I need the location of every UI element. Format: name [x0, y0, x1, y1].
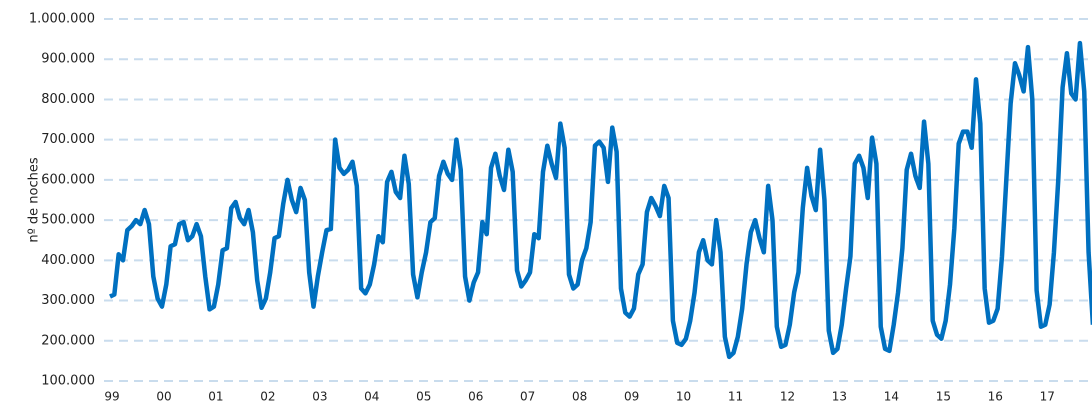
x-tick-label: 13 — [832, 390, 847, 404]
x-tick-label: 02 — [260, 390, 275, 404]
y-tick-label: 700.000 — [41, 132, 95, 147]
y-tick-label: 900.000 — [41, 52, 95, 67]
y-tick-label: 100.000 — [41, 374, 95, 389]
x-tick-label: 14 — [884, 390, 899, 404]
x-tick-label: 16 — [988, 390, 1003, 404]
y-tick-label: 1.000.000 — [29, 12, 95, 27]
y-axis-label: nº de noches — [27, 157, 42, 242]
y-tick-label: 800.000 — [41, 92, 95, 107]
x-tick-label: 12 — [780, 390, 795, 404]
x-tick-label: 09 — [624, 390, 639, 404]
x-tick-label: 03 — [312, 390, 327, 404]
y-tick-label: 300.000 — [41, 293, 95, 308]
y-tick-label: 600.000 — [41, 172, 95, 187]
x-tick-label: 06 — [468, 390, 483, 404]
y-tick-label: 500.000 — [41, 213, 95, 228]
x-tick-label: 07 — [520, 390, 535, 404]
x-tick-label: 10 — [676, 390, 691, 404]
x-tick-label: 04 — [364, 390, 379, 404]
x-tick-label: 17 — [1040, 390, 1055, 404]
y-tick-label: 400.000 — [41, 253, 95, 268]
data-line — [109, 40, 1092, 360]
x-tick-label: 01 — [208, 390, 223, 404]
x-tick-label: 05 — [416, 390, 431, 404]
y-tick-label: 200.000 — [41, 333, 95, 348]
x-tick-label: 00 — [156, 390, 171, 404]
x-tick-label: 11 — [728, 390, 743, 404]
x-tick-label: 99 — [104, 390, 119, 404]
x-tick-label: 15 — [936, 390, 951, 404]
x-tick-label: 08 — [572, 390, 587, 404]
